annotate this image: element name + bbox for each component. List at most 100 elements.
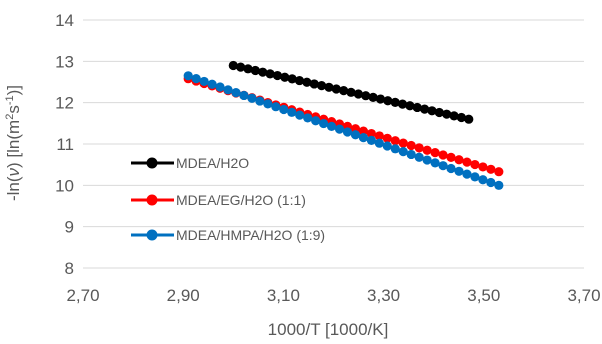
data-point [295,110,305,120]
data-point [309,79,319,89]
data-point [456,112,467,123]
data-point [427,106,437,116]
data-point [442,109,452,119]
data-point [353,89,363,99]
y-axis-title: -ln(ν) [ln(m2s-1)] [4,85,23,201]
data-point [398,138,408,148]
data-point [346,87,356,97]
data-point [366,128,376,139]
legend-label: MDEA/EG/H2O (1:1) [176,192,306,208]
data-point [302,77,312,87]
legend-label: MDEA/HMPA/H2O (1:9) [176,227,325,243]
data-point [358,126,369,136]
data-point [250,65,260,76]
data-point [398,147,408,157]
data-point [263,99,273,109]
data-point [446,152,456,162]
data-point [287,107,297,117]
x-tick-label: 3,50 [467,286,500,305]
data-point [486,164,496,174]
legend-item: MDEA/EG/H2O (1:1) [131,192,306,208]
x-axis-title: 1000/T [1000/K] [268,320,389,339]
y-axis-title-part: s [4,105,23,114]
series-layer [183,60,504,190]
legend-marker [146,157,158,169]
data-point [382,141,392,151]
legend-marker [146,229,158,241]
data-point [231,88,241,98]
data-point [319,118,329,129]
data-point [390,97,400,108]
data-point [272,70,283,81]
data-point [397,99,408,109]
data-point [334,124,345,134]
y-axis-title-part: ) [ln(m [4,120,23,168]
data-point [430,158,440,168]
data-point [191,74,201,84]
legend-label: MDEA/H2O [176,155,249,171]
data-point [438,161,448,171]
data-point [287,74,297,84]
data-point [414,152,424,162]
y-axis-title-part: -ln( [4,176,23,201]
data-point [279,104,289,115]
data-point [383,96,393,106]
legend: MDEA/H2O MDEA/EG/H2O (1:1) MDEA/HMPA/H2O (… [131,155,325,243]
data-point [317,81,327,91]
data-point [311,116,321,126]
data-point [412,102,422,113]
data-point [405,101,415,111]
y-tick-label: 12 [55,94,74,113]
legend-item: MDEA/HMPA/H2O (1:9) [131,227,325,243]
data-point [454,155,464,165]
data-point [331,84,341,94]
gridlines [83,19,584,269]
data-point [464,114,474,124]
x-tick-label: 3,30 [367,286,400,305]
data-point [449,111,459,121]
data-point [420,104,430,114]
data-point [324,82,334,92]
data-point [280,72,290,82]
y-tick-label: 10 [55,176,74,195]
data-point [358,132,369,143]
y-tick-labels: 8 9 10 11 12 13 14 [55,11,74,278]
data-point [430,148,440,158]
data-point [207,79,217,89]
data-point [462,157,472,167]
y-tick-label: 11 [56,135,74,154]
legend-marker [146,194,158,206]
x-tick-label: 2,90 [167,286,200,305]
data-point [342,127,353,137]
data-point [243,64,253,74]
y-axis-title-part: 2 [4,114,16,120]
x-tick-labels: 2,70 2,90 3,10 3,30 3,50 3,70 [66,286,600,305]
data-point [406,140,416,151]
data-point [390,144,400,154]
data-point [247,93,257,103]
data-point [486,177,496,188]
data-point [350,130,361,140]
y-axis-title-part: -1 [4,95,16,105]
data-point [223,85,233,95]
data-point [434,107,444,118]
data-point [478,162,488,172]
data-point [422,155,432,165]
data-point [255,96,265,106]
data-point [414,143,424,153]
data-point [494,167,504,177]
data-point [265,69,275,79]
data-point [215,82,225,92]
data-point [470,159,480,170]
data-point [462,169,472,179]
data-point [368,92,378,102]
y-tick-label: 14 [55,11,74,30]
legend-item: MDEA/H2O [131,155,249,171]
data-point [339,86,349,96]
data-point [374,138,384,148]
data-point [294,75,305,86]
x-tick-label: 3,70 [567,286,600,305]
data-point [374,131,384,141]
data-point [454,166,464,176]
